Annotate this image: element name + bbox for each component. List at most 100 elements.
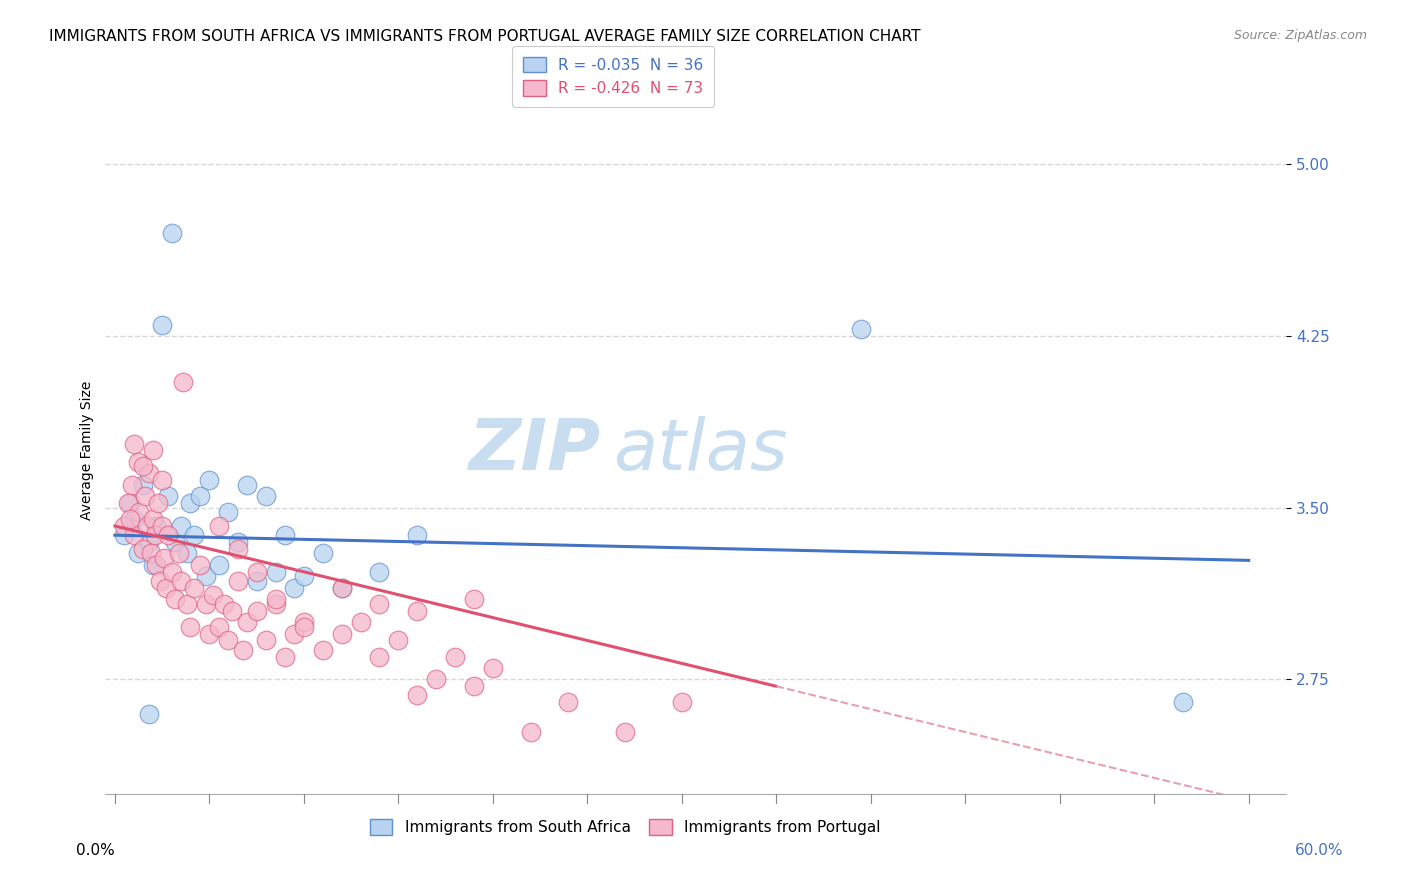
Point xyxy=(150,318,173,332)
Point xyxy=(127,455,149,469)
Point xyxy=(138,706,160,721)
Point xyxy=(176,546,198,561)
Point xyxy=(179,496,201,510)
Point xyxy=(292,569,315,583)
Point xyxy=(226,541,249,556)
Point xyxy=(208,558,231,572)
Point xyxy=(142,512,165,526)
Point xyxy=(150,473,173,487)
Point xyxy=(283,626,305,640)
Point xyxy=(312,642,335,657)
Point xyxy=(274,649,297,664)
Point xyxy=(226,535,249,549)
Point xyxy=(198,626,221,640)
Point xyxy=(117,496,139,510)
Point xyxy=(671,695,693,709)
Point xyxy=(425,673,447,687)
Point xyxy=(614,725,637,739)
Point xyxy=(463,679,485,693)
Point xyxy=(217,505,239,519)
Point xyxy=(183,581,205,595)
Point xyxy=(150,519,173,533)
Point xyxy=(444,649,467,664)
Point xyxy=(292,615,315,630)
Point xyxy=(145,558,167,572)
Point xyxy=(330,626,353,640)
Point xyxy=(153,551,176,566)
Text: atlas: atlas xyxy=(613,416,787,485)
Point xyxy=(118,496,141,510)
Point xyxy=(283,581,305,595)
Point xyxy=(145,519,167,533)
Point xyxy=(330,581,353,595)
Point xyxy=(143,528,166,542)
Point xyxy=(160,565,183,579)
Point xyxy=(122,436,145,450)
Point xyxy=(156,489,179,503)
Point xyxy=(138,535,160,549)
Point xyxy=(292,620,315,634)
Point xyxy=(274,528,297,542)
Point xyxy=(264,592,287,607)
Point xyxy=(221,604,243,618)
Point xyxy=(148,496,170,510)
Point xyxy=(194,597,217,611)
Point xyxy=(226,574,249,588)
Point xyxy=(202,588,225,602)
Point xyxy=(172,375,194,389)
Point xyxy=(851,322,873,336)
Point xyxy=(122,528,145,542)
Point xyxy=(188,558,211,572)
Point xyxy=(167,546,190,561)
Point xyxy=(349,615,371,630)
Point xyxy=(121,478,143,492)
Point xyxy=(132,541,155,556)
Point xyxy=(387,633,409,648)
Point xyxy=(264,565,287,579)
Point xyxy=(136,519,159,533)
Point xyxy=(198,473,221,487)
Point xyxy=(194,569,217,583)
Point xyxy=(112,519,135,533)
Point xyxy=(170,519,193,533)
Point xyxy=(208,620,231,634)
Point xyxy=(246,565,269,579)
Point xyxy=(246,604,269,618)
Text: 60.0%: 60.0% xyxy=(1295,843,1343,857)
Y-axis label: Average Family Size: Average Family Size xyxy=(80,381,94,520)
Text: 0.0%: 0.0% xyxy=(76,843,115,857)
Text: Source: ZipAtlas.com: Source: ZipAtlas.com xyxy=(1233,29,1367,42)
Text: IMMIGRANTS FROM SOUTH AFRICA VS IMMIGRANTS FROM PORTUGAL AVERAGE FAMILY SIZE COR: IMMIGRANTS FROM SOUTH AFRICA VS IMMIGRAN… xyxy=(49,29,921,44)
Point xyxy=(236,615,259,630)
Point xyxy=(312,546,335,561)
Point xyxy=(254,489,277,503)
Point xyxy=(557,695,579,709)
Point xyxy=(112,528,135,542)
Point xyxy=(118,512,141,526)
Point xyxy=(368,649,391,664)
Point xyxy=(132,478,155,492)
Point xyxy=(179,620,201,634)
Point xyxy=(165,535,187,549)
Point xyxy=(128,505,150,519)
Point xyxy=(246,574,269,588)
Point xyxy=(127,546,149,561)
Point xyxy=(482,661,505,675)
Point xyxy=(183,528,205,542)
Point xyxy=(132,459,155,474)
Point xyxy=(138,467,160,481)
Point xyxy=(188,489,211,503)
Point xyxy=(406,689,429,703)
Point xyxy=(142,558,165,572)
Point xyxy=(208,519,231,533)
Point xyxy=(264,597,287,611)
Legend: Immigrants from South Africa, Immigrants from Portugal: Immigrants from South Africa, Immigrants… xyxy=(363,813,887,841)
Point xyxy=(232,642,254,657)
Point xyxy=(155,581,177,595)
Point xyxy=(254,633,277,648)
Point xyxy=(1171,695,1194,709)
Point xyxy=(463,592,485,607)
Point xyxy=(134,489,156,503)
Point xyxy=(170,574,193,588)
Point xyxy=(176,597,198,611)
